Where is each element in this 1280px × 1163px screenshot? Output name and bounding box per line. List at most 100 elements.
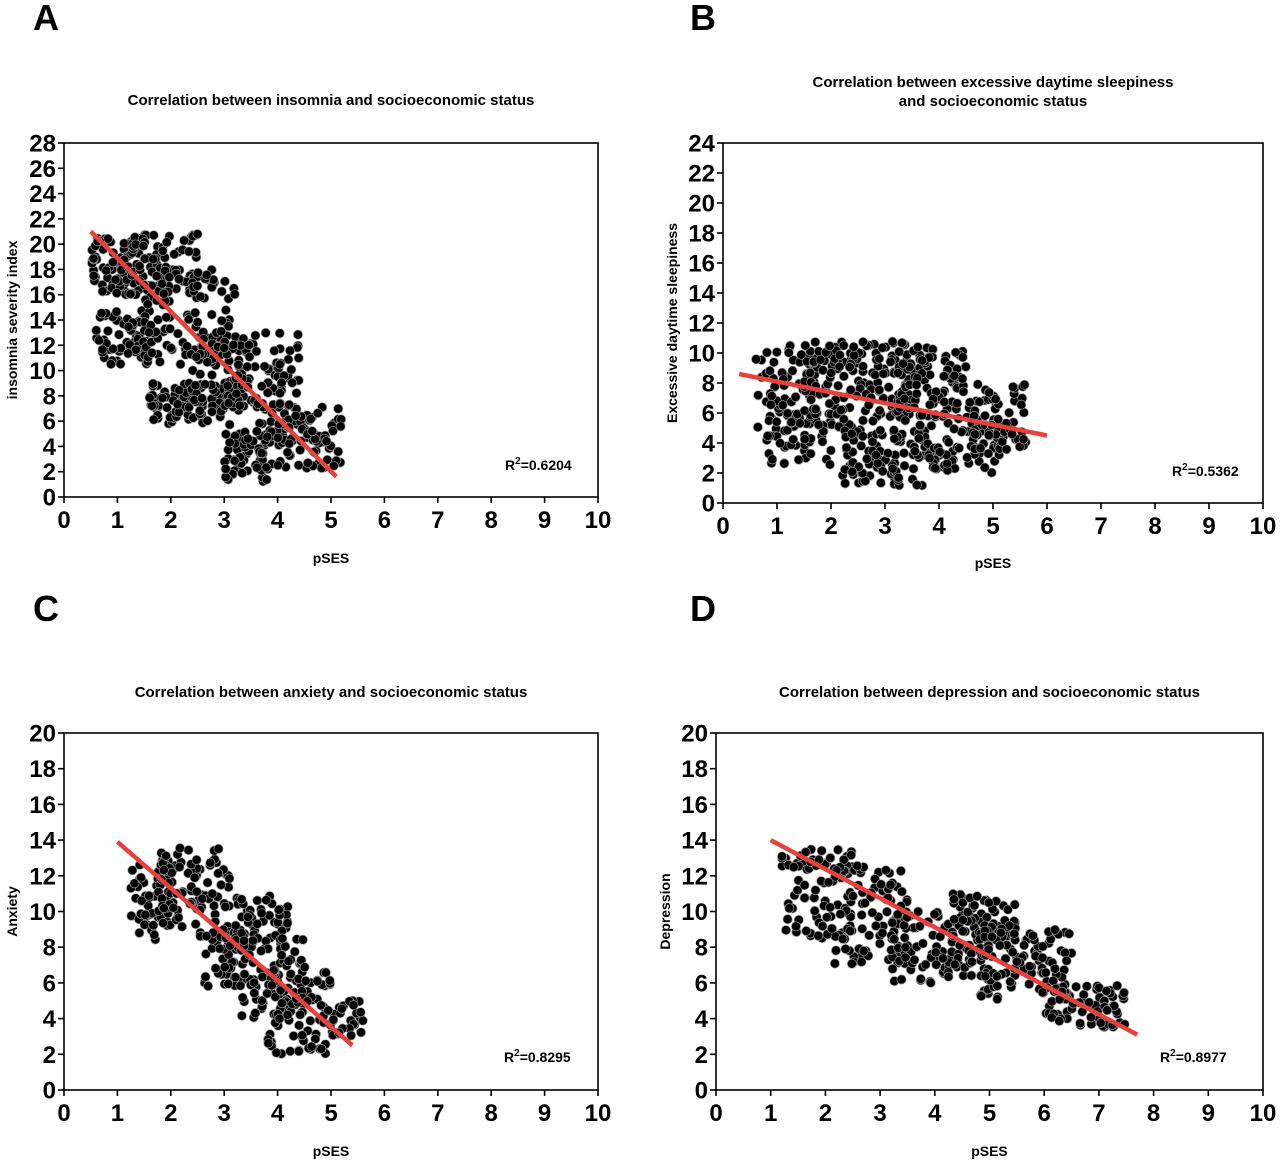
x-tick-label: 4 <box>271 507 285 534</box>
y-tick-label: 2 <box>43 1042 56 1069</box>
scatter-point <box>94 335 104 346</box>
x-tick-label: 6 <box>378 507 391 534</box>
scatter-point <box>192 229 203 240</box>
scatter-point <box>962 907 973 918</box>
scatter-point <box>1081 981 1092 992</box>
scatter-point <box>1086 1012 1096 1023</box>
scatter-point <box>864 930 875 941</box>
scatter-point <box>168 902 179 913</box>
scatter-point <box>157 278 167 289</box>
scatter-point <box>216 315 227 326</box>
chart-insomnia: Correlation between insomnia and socioec… <box>4 92 611 566</box>
scatter-point <box>1019 379 1030 390</box>
scatter-point <box>129 878 140 889</box>
scatter-point <box>983 430 994 441</box>
scatter-point <box>346 1030 357 1041</box>
scatter-point <box>205 857 216 868</box>
regression-line <box>115 840 354 1048</box>
scatter-point <box>878 368 889 379</box>
scatter-point <box>1008 381 1018 392</box>
scatter-point <box>134 927 145 938</box>
scatter-point <box>1102 1005 1113 1016</box>
panel-letter-b: B <box>690 0 716 38</box>
chart-daytime-sleepiness: Correlation between excessive daytime sl… <box>664 74 1276 571</box>
scatter-point <box>271 1047 282 1058</box>
scatter-point <box>173 407 184 418</box>
scatter-point <box>870 369 881 380</box>
scatter-point <box>355 1007 366 1018</box>
chart-title-line: Correlation between insomnia and socioec… <box>128 92 535 109</box>
scatter-point <box>213 843 224 854</box>
scatter-point <box>949 959 960 970</box>
scatter-point <box>333 403 344 414</box>
scatter-point <box>184 402 194 413</box>
scatter-point <box>831 945 841 956</box>
panel-c: C Correlation between anxiety and socioe… <box>4 588 611 1159</box>
scatter-point <box>183 246 194 257</box>
scatter-point <box>320 967 331 978</box>
scatter-point <box>889 433 900 444</box>
scatter-point <box>799 405 810 416</box>
scatter-point <box>269 345 280 356</box>
scatter-point <box>826 368 837 378</box>
scatter-point <box>305 414 316 424</box>
scatter-point <box>164 272 175 283</box>
scatter-point <box>777 400 788 411</box>
scatter-point <box>875 477 886 488</box>
scatter-point <box>957 915 968 926</box>
y-tick-label: 20 <box>29 232 56 259</box>
scatter-point <box>788 862 799 873</box>
scatter-point <box>1040 967 1051 978</box>
scatter-point <box>111 306 122 317</box>
scatter-point <box>274 398 285 409</box>
scatter-point <box>824 341 835 351</box>
x-tick-label: 3 <box>218 1100 231 1127</box>
scatter-point <box>782 914 793 925</box>
chart-depression: Correlation between depression and socio… <box>657 684 1276 1159</box>
scatter-point <box>816 845 827 856</box>
x-tick-label: 2 <box>164 507 177 534</box>
scatter-point <box>127 865 138 876</box>
scatter-point <box>201 270 212 280</box>
scatter-point <box>813 419 824 430</box>
scatter-point <box>161 312 172 323</box>
scatter-point <box>108 343 119 354</box>
r-squared-label: R2=0.8295 <box>504 1048 571 1065</box>
scatter-point <box>177 921 187 932</box>
x-tick-label: 8 <box>1148 513 1161 540</box>
x-tick-label: 7 <box>431 507 444 534</box>
scatter-point <box>219 276 230 287</box>
scatter-point <box>252 918 263 929</box>
scatter-point <box>213 868 224 879</box>
y-tick-label: 22 <box>29 206 56 233</box>
scatter-point <box>216 879 227 890</box>
scatter-point <box>845 384 856 395</box>
scatter-point <box>263 1038 274 1049</box>
scatter-point <box>230 920 241 931</box>
scatter-point <box>219 962 230 973</box>
scatter-point <box>838 371 849 382</box>
scatter-point <box>954 443 964 454</box>
scatter-point <box>882 906 892 917</box>
scatter-point <box>115 359 126 369</box>
r-squared-label: R2=0.5362 <box>1172 462 1239 479</box>
scatter-point <box>197 893 208 904</box>
scatter-point <box>915 974 926 984</box>
scatter-point <box>250 330 261 341</box>
scatter-point <box>877 928 888 939</box>
y-tick-label: 18 <box>29 756 56 783</box>
scatter-point <box>230 972 241 983</box>
scatter-point <box>148 230 159 241</box>
scatter-point <box>229 455 240 466</box>
scatter-point <box>224 873 235 884</box>
scatter-point <box>288 1031 299 1041</box>
x-tick-label: 7 <box>1092 1100 1105 1127</box>
scatter-point <box>262 988 273 999</box>
scatter-point <box>151 271 162 282</box>
scatter-point <box>285 345 295 356</box>
scatter-point <box>810 404 821 415</box>
scatter-point <box>983 897 994 908</box>
x-tick-label: 9 <box>1202 513 1215 540</box>
y-tick-label: 18 <box>681 756 708 783</box>
scatter-point <box>943 418 954 429</box>
